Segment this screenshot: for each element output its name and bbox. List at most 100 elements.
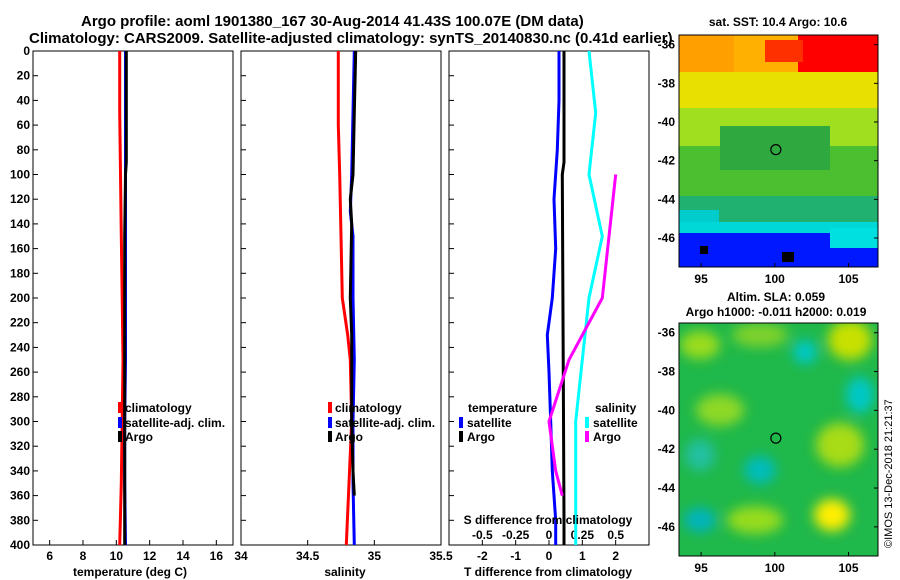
legend-swatch-satellite [118, 417, 122, 428]
depth-tick-label: 380 [10, 513, 30, 527]
depth-tick-label: 320 [10, 439, 30, 453]
legend-label-t-satellite: satellite [467, 416, 512, 430]
difference-plot-frame [448, 50, 650, 546]
temperature-plot-frame [32, 50, 234, 546]
sla-longitude-ticks: 95 100 105 [694, 552, 859, 575]
legend-swatch-t-argo [459, 431, 463, 442]
depth-tick-label: 40 [17, 93, 31, 107]
figure-title-line1: Argo profile: aoml 1901380_167 30-Aug-20… [81, 13, 584, 30]
lat-tick-label: -38 [658, 365, 676, 379]
lat-tick-label: -38 [658, 76, 676, 90]
legend-swatch-argo [328, 431, 332, 442]
series-line-argo [123, 51, 128, 545]
s-diff-tick-label: -0.5 [472, 528, 493, 542]
depth-tick-label: 200 [10, 291, 30, 305]
legend-label-t-argo: Argo [467, 430, 495, 444]
difference-depth-ticks [449, 50, 454, 546]
x-tick-label: 14 [176, 549, 190, 563]
legend-label-s-satellite: satellite [593, 416, 638, 430]
sst-map-field [679, 35, 878, 267]
legend-label-satellite: satellite-adj. clim. [125, 416, 225, 430]
x-tick-label: 1 [579, 549, 586, 563]
depth-axis-ticks: 0 20 40 60 80 100 120 140 160 180 200 220 240 260 280 3… [10, 44, 38, 552]
salinity-depth-ticks [241, 50, 246, 546]
sst-map-panel: sat. SST: 10.4 Argo: 10.6 -36 -38 -40 -42 -4… [658, 15, 879, 286]
legend-label-satellite: satellite-adj. clim. [335, 416, 435, 430]
lat-tick-label: -46 [658, 520, 676, 534]
sst-longitude-ticks: 95 100 105 [694, 263, 859, 286]
depth-tick-label: 60 [17, 118, 31, 132]
s-diff-tick-label: -0.25 [502, 528, 530, 542]
x-tick-label: 6 [46, 549, 53, 563]
legend-label-climatology: climatology [125, 401, 192, 415]
lat-tick-label: -44 [658, 192, 676, 206]
series-line-s-argo [547, 174, 618, 496]
difference-legend: temperature satellite Argo salinity sate… [459, 401, 638, 444]
legend-label-argo: Argo [125, 430, 153, 444]
series-line-t-argo [560, 51, 566, 545]
sla-map-title: Altim. SLA: 0.059 [727, 290, 825, 304]
legend-label-climatology: climatology [335, 401, 402, 415]
sla-latitude-ticks: -36 -38 -40 -42 -44 -46 [658, 326, 878, 534]
legend-label-argo: Argo [335, 430, 363, 444]
legend-swatch-climatology [118, 402, 122, 413]
legend-swatch-t-satellite [459, 417, 463, 428]
x-tick-label: 0 [546, 549, 553, 563]
figure-title-line2: Climatology: CARS2009. Satellite-adjuste… [29, 30, 673, 47]
lon-tick-label: 95 [694, 272, 708, 286]
x-tick-label: -2 [477, 549, 488, 563]
sla-map-field [679, 323, 878, 556]
series-line-climatology [118, 51, 125, 546]
depth-tick-label: 100 [10, 168, 30, 182]
legend-swatch-s-satellite [585, 417, 589, 428]
salinity-panel: 34 34.5 35 35.5 climatology satellite-adj. … [234, 50, 453, 579]
x-tick-label: 2 [612, 549, 619, 563]
salinity-legend: climatology satellite-adj. clim. Argo [328, 401, 435, 444]
series-line-climatology [336, 51, 354, 546]
x-tick-label: -1 [510, 549, 521, 563]
lon-tick-label: 100 [765, 561, 785, 575]
lat-tick-label: -46 [658, 231, 676, 245]
legend-group-salinity: salinity [595, 401, 637, 415]
sla-map-subtitle: Argo h1000: -0.011 h2000: 0.019 [686, 305, 867, 319]
depth-tick-label: 20 [17, 69, 31, 83]
imos-credit: ©IMOS 13-Dec-2018 21:21:37 [883, 399, 895, 548]
legend-label-s-argo: Argo [593, 430, 621, 444]
lon-tick-label: 100 [765, 272, 785, 286]
salinity-axis-ticks: 34 34.5 35 35.5 [234, 540, 453, 563]
depth-tick-label: 220 [10, 316, 30, 330]
lon-tick-label: 105 [839, 272, 859, 286]
x-tick-label: 12 [143, 549, 157, 563]
legend-swatch-argo [118, 431, 122, 442]
x-tick-label: 35.5 [429, 549, 453, 563]
sla-map-panel: Altim. SLA: 0.059 Argo h1000: -0.011 h20… [658, 290, 879, 575]
depth-tick-label: 160 [10, 242, 30, 256]
depth-tick-label: 240 [10, 340, 30, 354]
legend-swatch-satellite [328, 417, 332, 428]
x-tick-label: 10 [110, 549, 124, 563]
x-tick-label: 8 [80, 549, 87, 563]
sst-argo-location-marker [770, 144, 782, 156]
depth-tick-label: 300 [10, 415, 30, 429]
series-line-argo [348, 50, 358, 496]
lat-tick-label: -36 [658, 326, 676, 340]
depth-tick-label: 120 [10, 192, 30, 206]
depth-tick-label: 340 [10, 464, 30, 478]
lat-tick-label: -40 [658, 403, 676, 417]
lat-tick-label: -44 [658, 481, 676, 495]
temperature-legend: climatology satellite-adj. clim. Argo [118, 401, 225, 444]
lat-tick-label: -42 [658, 442, 676, 456]
temperature-axis-label: temperature (deg C) [73, 565, 187, 579]
depth-tick-label: 280 [10, 390, 30, 404]
series-line-t-satellite [545, 51, 561, 545]
salinity-axis-label: salinity [324, 565, 366, 579]
sst-map-title: sat. SST: 10.4 Argo: 10.6 [709, 15, 848, 29]
depth-tick-label: 260 [10, 365, 30, 379]
t-difference-axis-label: T difference from climatology [464, 565, 632, 579]
x-tick-label: 34 [234, 549, 248, 563]
lon-tick-label: 105 [839, 561, 859, 575]
s-diff-tick-label: 0.5 [607, 528, 624, 542]
lat-tick-label: -36 [658, 38, 676, 52]
x-tick-label: 34.5 [296, 549, 320, 563]
series-line-s-satellite [574, 50, 604, 545]
